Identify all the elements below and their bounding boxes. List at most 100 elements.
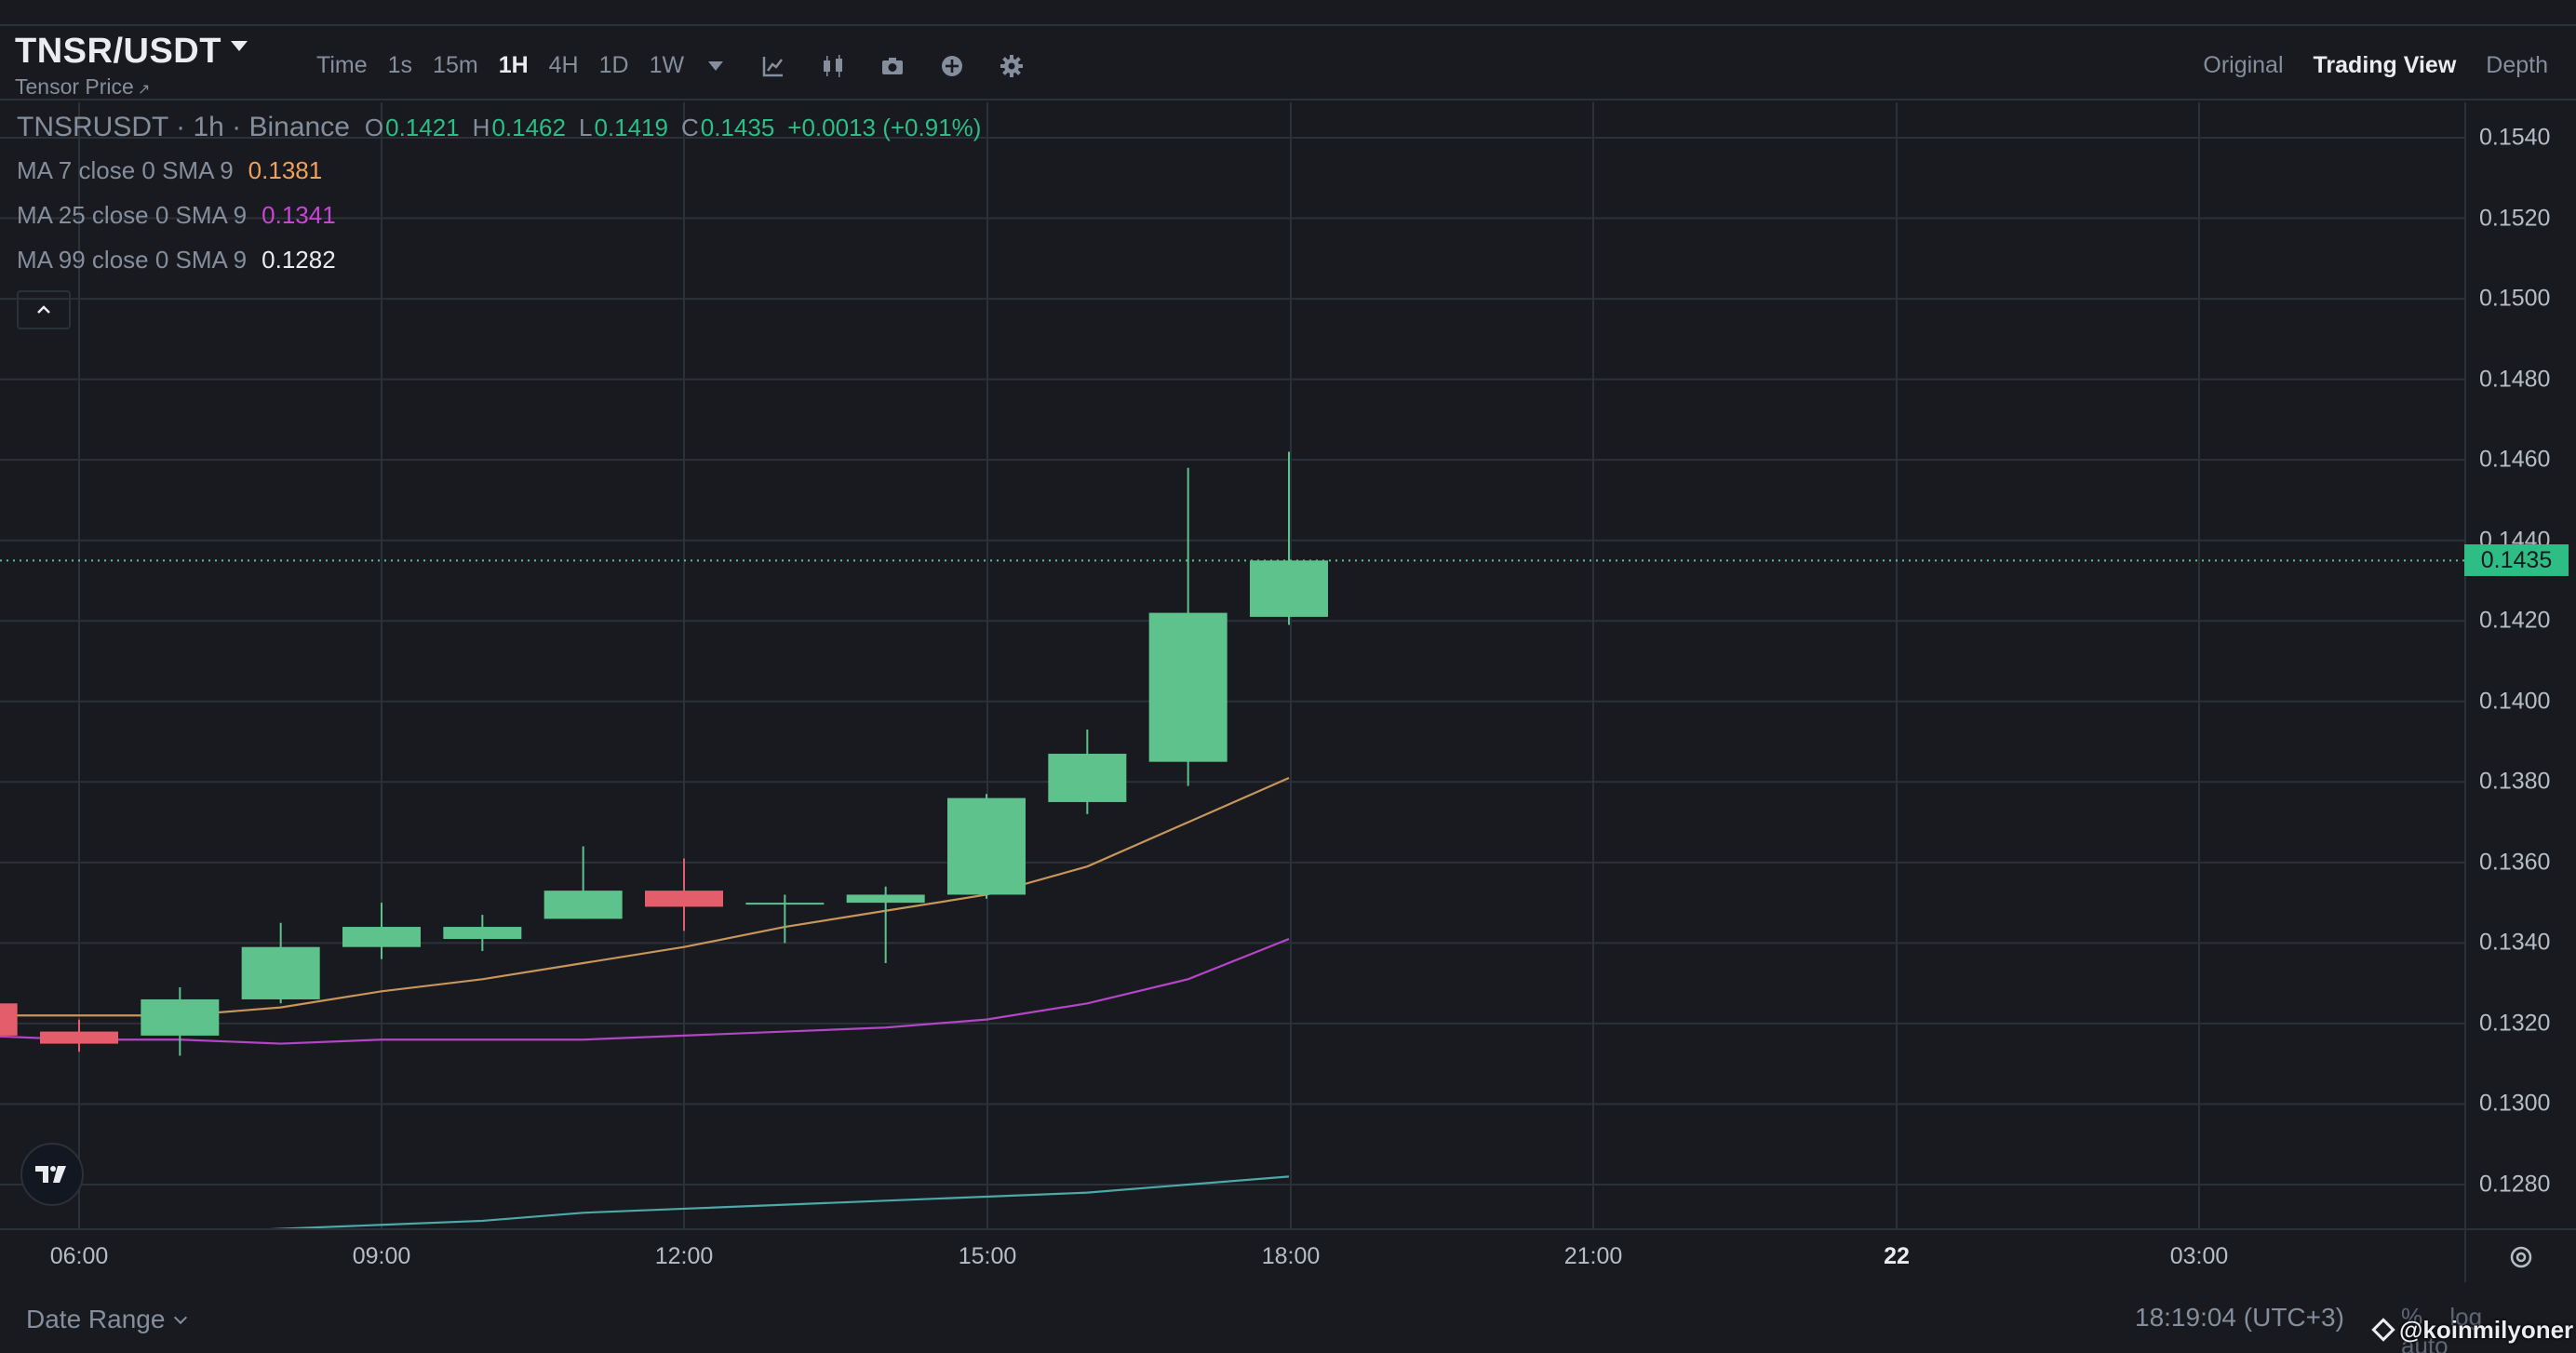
time-tick-label: 22 bbox=[1884, 1243, 1910, 1269]
chevron-down-icon bbox=[174, 1310, 188, 1325]
ma25-value: 0.1341 bbox=[262, 201, 336, 229]
time-tick-label: 03:00 bbox=[2169, 1243, 2229, 1269]
ma25-label: MA 25 close 0 SMA 9 bbox=[17, 201, 248, 229]
scale-auto-toggle[interactable]: auto bbox=[2401, 1332, 2449, 1353]
price-tick-label: 0.1380 bbox=[2479, 768, 2551, 795]
candle-body bbox=[645, 891, 723, 907]
date-range-label: Date Range bbox=[26, 1305, 166, 1333]
open-value: 0.1421 bbox=[385, 114, 460, 141]
candle-body bbox=[947, 797, 1026, 895]
date-range-button[interactable]: Date Range bbox=[26, 1305, 188, 1334]
high-value: 0.1462 bbox=[491, 114, 566, 141]
price-tick-label: 0.1320 bbox=[2479, 1010, 2551, 1037]
pair-dropdown-caret-icon[interactable] bbox=[231, 41, 248, 51]
scale-percent-toggle[interactable]: % bbox=[2401, 1303, 2423, 1331]
ma7-value: 0.1381 bbox=[248, 156, 323, 184]
candle-body bbox=[443, 927, 522, 940]
ma7-label: MA 7 close 0 SMA 9 bbox=[17, 156, 234, 184]
ma7-row[interactable]: MA 7 close 0 SMA 9 0.1381 bbox=[17, 156, 994, 201]
axis-corner bbox=[2464, 1228, 2576, 1282]
price-tick-label: 0.1400 bbox=[2479, 688, 2551, 715]
interval-more-caret-icon[interactable] bbox=[708, 60, 724, 71]
low-value: 0.1419 bbox=[594, 114, 668, 141]
screenshot-icon[interactable] bbox=[879, 53, 906, 79]
tradingview-logo-icon[interactable] bbox=[20, 1143, 84, 1206]
top-strip bbox=[0, 0, 2576, 26]
view-tabs: Original Trading View Depth bbox=[2173, 52, 2548, 79]
low-key: L bbox=[578, 114, 593, 141]
legend-collapse-button[interactable] bbox=[17, 290, 71, 329]
scale-options: % log auto bbox=[2401, 1303, 2576, 1353]
close-value: 0.1435 bbox=[700, 114, 775, 141]
clock-display: 18:19:04 (UTC+3) bbox=[2135, 1303, 2344, 1332]
settings-icon[interactable] bbox=[999, 53, 1025, 79]
interval-15m[interactable]: 15m bbox=[433, 52, 478, 78]
candle-body bbox=[1250, 560, 1328, 617]
scale-log-toggle[interactable]: log bbox=[2449, 1303, 2483, 1331]
candle-body bbox=[40, 1031, 118, 1044]
price-tick-label: 0.1340 bbox=[2479, 929, 2551, 956]
chart-type-icon[interactable] bbox=[760, 53, 786, 79]
price-tick-label: 0.1520 bbox=[2479, 205, 2551, 232]
watermark-text: @koinmilyoner bbox=[2399, 1316, 2574, 1344]
tv-logo-mark bbox=[35, 1166, 66, 1183]
interval-1s[interactable]: 1s bbox=[387, 52, 413, 78]
tab-depth[interactable]: Depth bbox=[2486, 52, 2548, 78]
chart-toolbar: TNSR/USDT Tensor Price ↗ Time 1s 15m 1H 4… bbox=[0, 26, 2576, 100]
add-icon[interactable] bbox=[939, 53, 965, 79]
time-tick-label: 21:00 bbox=[1563, 1243, 1623, 1269]
ma25-line bbox=[0, 938, 1290, 1045]
pair-symbol[interactable]: TNSR/USDT bbox=[15, 32, 221, 71]
open-key: O bbox=[364, 114, 384, 141]
interval-time[interactable]: Time bbox=[316, 52, 368, 78]
price-tick-label: 0.1480 bbox=[2479, 366, 2551, 393]
candle-body bbox=[745, 903, 825, 905]
ma99-line bbox=[269, 1175, 1290, 1228]
interval-1d[interactable]: 1D bbox=[598, 52, 629, 78]
time-tick-label: 09:00 bbox=[352, 1243, 411, 1269]
candle-body bbox=[0, 1003, 18, 1036]
price-tick-label: 0.1500 bbox=[2479, 285, 2551, 312]
legend-symbol: TNSRUSDT · 1h · Binance bbox=[17, 112, 350, 142]
time-tick-label: 18:00 bbox=[1261, 1243, 1321, 1269]
high-key: H bbox=[472, 114, 490, 141]
time-tick-label: 15:00 bbox=[958, 1243, 1017, 1269]
candle-body bbox=[141, 998, 220, 1036]
pair-subtitle-text: Tensor Price bbox=[15, 74, 134, 99]
time-axis[interactable]: 06:00 09:00 12:00 15:00 18:00 21:00 22 03:00 bbox=[0, 1228, 2464, 1282]
candle-body bbox=[543, 891, 623, 919]
ma99-row[interactable]: MA 99 close 0 SMA 9 0.1282 bbox=[17, 246, 994, 290]
ma25-row[interactable]: MA 25 close 0 SMA 9 0.1341 bbox=[17, 201, 994, 246]
watermark-logo-icon bbox=[2371, 1318, 2395, 1342]
change-value: +0.0013 (+0.91%) bbox=[787, 114, 982, 141]
last-price-tag: 0.1435 bbox=[2464, 544, 2569, 577]
ma7-line bbox=[0, 776, 1290, 1017]
interval-4h[interactable]: 4H bbox=[548, 52, 579, 78]
candle-body bbox=[241, 946, 320, 999]
close-key: C bbox=[680, 114, 699, 141]
candle-body bbox=[846, 894, 925, 904]
price-tick-label: 0.1360 bbox=[2479, 849, 2551, 876]
interval-1h[interactable]: 1H bbox=[498, 52, 529, 78]
candle-body bbox=[1148, 612, 1228, 762]
external-link-icon: ↗ bbox=[137, 82, 151, 98]
ohlc-row: TNSRUSDT · 1h · Binance O 0.1421 H 0.1462 … bbox=[17, 112, 994, 156]
chart-settings-icon[interactable] bbox=[2507, 1243, 2535, 1271]
pair-subtitle-link[interactable]: Tensor Price ↗ bbox=[15, 74, 150, 100]
price-tick-label: 0.1540 bbox=[2479, 124, 2551, 151]
tab-original[interactable]: Original bbox=[2203, 52, 2284, 78]
price-tick-label: 0.1300 bbox=[2479, 1090, 2551, 1117]
ma99-value: 0.1282 bbox=[262, 246, 336, 274]
watermark: @koinmilyoner bbox=[2371, 1316, 2574, 1345]
price-tick-label: 0.1460 bbox=[2479, 446, 2551, 473]
time-tick-label: 06:00 bbox=[49, 1243, 109, 1269]
ma99-label: MA 99 close 0 SMA 9 bbox=[17, 246, 248, 274]
candlestick-chart[interactable] bbox=[0, 102, 2464, 1228]
indicators-icon[interactable] bbox=[820, 53, 846, 79]
interval-1w[interactable]: 1W bbox=[649, 52, 685, 78]
price-tick-label: 0.1420 bbox=[2479, 607, 2551, 634]
tab-trading-view[interactable]: Trading View bbox=[2313, 52, 2457, 78]
chart-legend: TNSRUSDT · 1h · Binance O 0.1421 H 0.1462 … bbox=[17, 112, 994, 290]
price-axis[interactable]: 0.1540 0.1520 0.1500 0.1480 0.1460 0.1440 0.14… bbox=[2464, 102, 2576, 1228]
